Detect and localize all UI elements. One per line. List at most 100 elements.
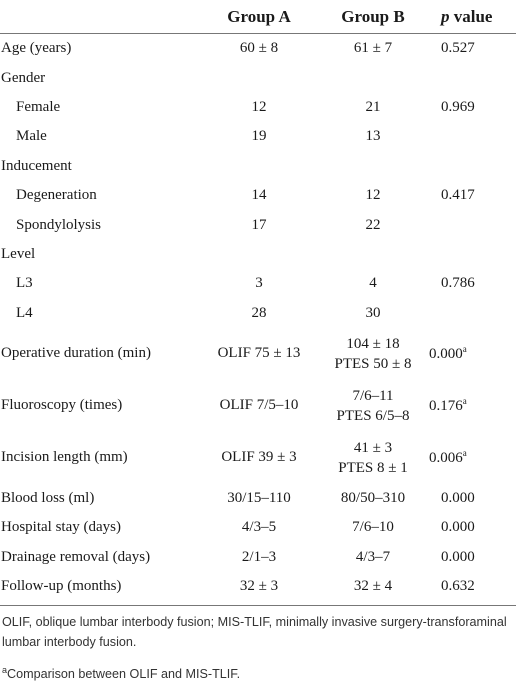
table-row: Spondylolysis 17 22: [0, 210, 516, 239]
cell: 80/50–310: [340, 490, 406, 507]
p-value: 0.006: [429, 450, 463, 467]
footnotes: OLIF, oblique lumbar interbody fusion; M…: [0, 605, 516, 684]
cell: [429, 63, 516, 92]
table-row: Hospital stay (days) 4/3–5 7/6–10 0.000: [0, 513, 516, 542]
cell: 0.176a: [429, 380, 516, 432]
cell: 4: [369, 275, 377, 292]
note-marker: a: [462, 396, 467, 407]
cell: 61 ± 7: [353, 40, 393, 57]
cell-line: PTES 6/5–8: [336, 407, 410, 424]
cell: [429, 152, 516, 181]
header-row: Group A Group B p value: [0, 0, 516, 34]
cell: 7/6–10: [352, 519, 394, 536]
row-label: Male: [16, 128, 47, 145]
header-cell: Group A: [201, 0, 317, 34]
cell-line: 104 ± 18: [346, 335, 400, 352]
data-table: Group A Group B p value Age (years) 60 ± …: [0, 0, 516, 601]
cell: 2/1–3: [241, 548, 277, 565]
cell: 0.632: [429, 572, 516, 601]
cell: 7/6–11 PTES 6/5–8: [317, 380, 429, 432]
cell: 32 ± 4: [353, 578, 393, 595]
p-value: 0.527: [441, 40, 475, 57]
row-label: L3: [16, 275, 33, 292]
footnote: aComparison between OLIF and MIS-TLIF.: [2, 660, 514, 684]
row-label: Age (years): [1, 40, 72, 57]
table-row: Inducement: [0, 152, 516, 181]
cell: 0.006a: [429, 432, 516, 484]
table-row: Degeneration 14 12 0.417: [0, 181, 516, 210]
cell: 12: [365, 187, 381, 204]
row-label: Inducement: [1, 157, 72, 174]
footnote-text: Comparison between OLIF and MIS-TLIF.: [7, 667, 241, 682]
cell-line: 7/6–11: [352, 387, 394, 404]
cell: 32 ± 3: [239, 578, 279, 595]
table-row: Incision length (mm) OLIF 39 ± 3 41 ± 3 PTE…: [0, 432, 516, 484]
cell: [429, 299, 516, 328]
note-marker: a: [462, 448, 467, 459]
row-label: Operative duration (min): [1, 345, 151, 362]
cell: 4/3–5: [241, 519, 277, 536]
footnote-marker: a: [2, 665, 8, 676]
row-label: Fluoroscopy (times): [1, 397, 123, 414]
row-label: Degeneration: [16, 187, 97, 204]
row-label: Spondylolysis: [16, 216, 102, 233]
table-row: Follow-up (months) 32 ± 3 32 ± 4 0.632: [0, 572, 516, 601]
cell: 21: [365, 98, 381, 115]
cell-line: PTES 8 ± 1: [338, 459, 408, 476]
cell: 4/3–7: [355, 548, 391, 565]
table-row: Blood loss (ml) 30/15–110 80/50–310 0.000: [0, 484, 516, 513]
note-marker: a: [462, 344, 467, 355]
table-row: Level: [0, 240, 516, 269]
p-value: 0.417: [441, 187, 475, 204]
row-label: Follow-up (months): [1, 578, 122, 595]
header-italic: p: [441, 6, 450, 26]
cell: 19: [251, 128, 267, 145]
cell: 0.417: [429, 181, 516, 210]
cell: 22: [365, 216, 381, 233]
cell: 104 ± 18 PTES 50 ± 8: [317, 328, 429, 380]
table-row: L4 28 30: [0, 299, 516, 328]
cell: 0.969: [429, 93, 516, 122]
header-cell: p value: [429, 0, 516, 34]
table-row: L3 3 4 0.786: [0, 269, 516, 298]
table-row: Female 12 21 0.969: [0, 93, 516, 122]
cell: 13: [365, 128, 381, 145]
cell: [317, 152, 429, 181]
cell: 14: [251, 187, 267, 204]
cell: 30: [365, 304, 381, 321]
cell: [317, 240, 429, 269]
table-row: Gender: [0, 63, 516, 92]
table-row: Age (years) 60 ± 8 61 ± 7 0.527: [0, 34, 516, 64]
table-row: Male 19 13: [0, 122, 516, 151]
p-value: 0.000: [429, 346, 463, 363]
p-value: 0.000: [441, 519, 475, 536]
row-label: Hospital stay (days): [1, 519, 121, 536]
cell: [201, 152, 317, 181]
row-label: Incision length (mm): [1, 449, 128, 466]
cell: 0.000a: [429, 328, 516, 380]
header-text: value: [453, 6, 493, 26]
cell: [201, 240, 317, 269]
header-cell: [0, 0, 201, 34]
cell: OLIF 7/5–10: [219, 397, 299, 414]
p-value: 0.000: [441, 548, 475, 565]
table-row: Fluoroscopy (times) OLIF 7/5–10 7/6–11 PTES…: [0, 380, 516, 432]
row-label: Gender: [1, 69, 46, 86]
cell: 0.527: [429, 34, 516, 64]
p-value: 0.176: [429, 398, 463, 415]
cell: 0.000: [429, 543, 516, 572]
cell: OLIF 75 ± 13: [217, 345, 301, 362]
p-value: 0.969: [441, 98, 475, 115]
cell: [201, 63, 317, 92]
cell: 12: [251, 98, 267, 115]
cell: 3: [255, 275, 263, 292]
header-cell: Group B: [317, 0, 429, 34]
p-value: 0.000: [441, 490, 475, 507]
cell: [429, 240, 516, 269]
cell: [429, 122, 516, 151]
cell: 60 ± 8: [239, 40, 279, 57]
cell: [429, 210, 516, 239]
cell: OLIF 39 ± 3: [221, 449, 297, 466]
cell-line: 41 ± 3: [353, 439, 393, 456]
